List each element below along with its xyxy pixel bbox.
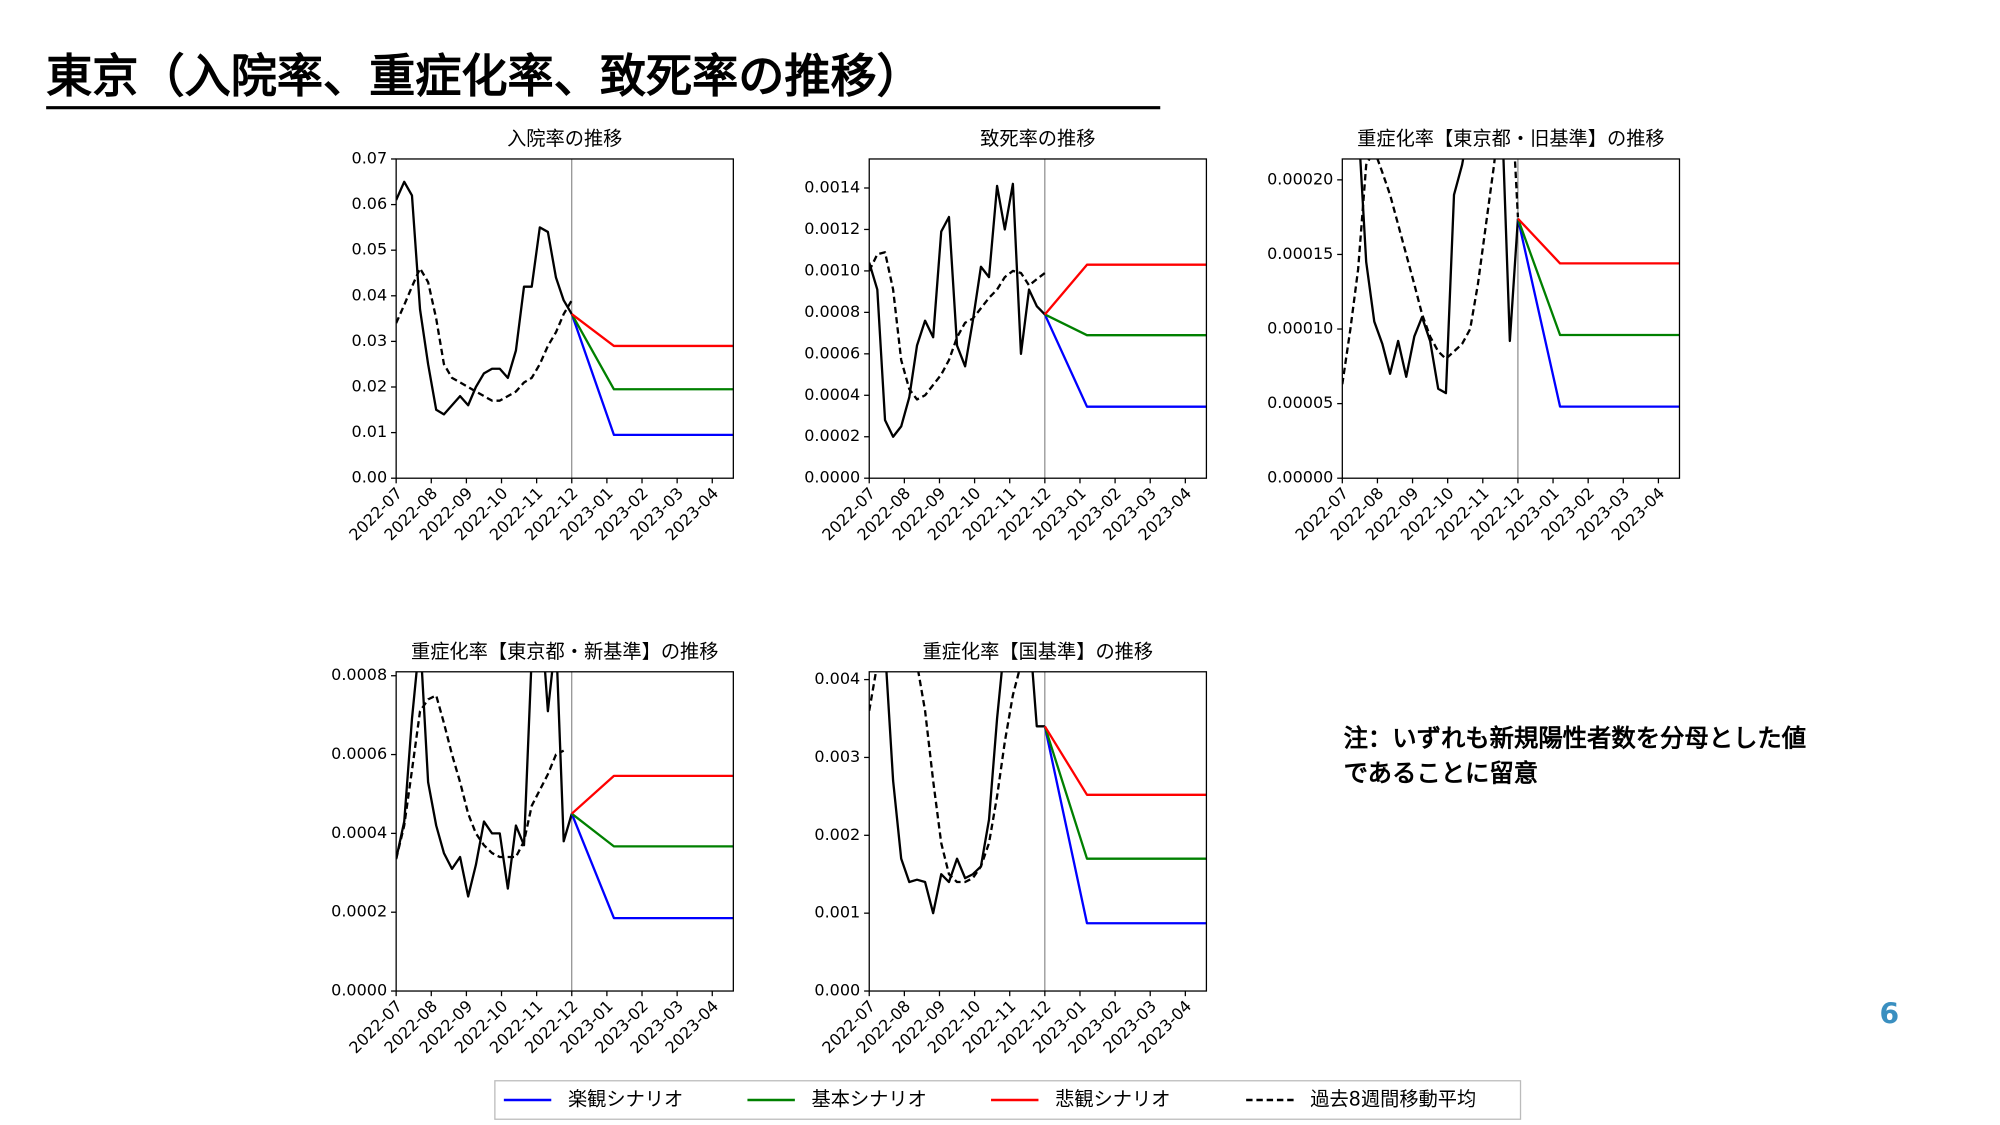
series-line	[396, 267, 573, 402]
y-tick-label: 0.0014	[804, 177, 860, 196]
y-tick-label: 0.06	[352, 194, 388, 213]
chart-title: 重症化率【東京都・旧基準】の推移	[1357, 127, 1665, 150]
y-tick-label: 0.04	[352, 285, 388, 304]
y-tick-label: 0.003	[814, 747, 860, 766]
y-tick-label: 0.0004	[331, 823, 387, 842]
series-line	[869, 671, 1021, 884]
series-line	[571, 313, 734, 348]
legend-label: 悲観シナリオ	[1055, 1087, 1170, 1110]
chart-panel: 重症化率【東京都・新基準】の推移 0.0000 0.0002 0.0004 0.0006…	[331, 640, 734, 1057]
y-tick-label: 0.0002	[331, 902, 387, 921]
chart-title: 入院率の推移	[507, 127, 622, 150]
series-line	[1516, 218, 1680, 337]
y-tick-label: 0.00000	[1267, 468, 1333, 487]
series-line	[396, 671, 573, 898]
series-line	[396, 180, 573, 416]
y-tick-label: 0.03	[352, 331, 388, 350]
note-line: であることに留意	[1344, 758, 1539, 787]
series-line	[1043, 725, 1207, 796]
plot-area	[869, 671, 1207, 992]
plot-frame	[395, 671, 734, 992]
y-tick-label: 0.0006	[804, 343, 860, 362]
note-line: 注：いずれも新規陽性者数を分母とした値	[1344, 724, 1807, 753]
series-line	[869, 182, 1046, 438]
page-number: 6	[1879, 997, 1899, 1030]
legend: 楽観シナリオ 基本シナリオ 悲観シナリオ 過去8週間移動平均	[503, 1087, 1476, 1110]
y-tick-label: 0.00	[352, 468, 388, 487]
chart-title: 重症化率【東京都・新基準】の推移	[411, 640, 719, 663]
legend-label: 過去8週間移動平均	[1310, 1087, 1476, 1110]
y-tick-label: 0.00020	[1267, 169, 1333, 188]
plot-frame	[395, 158, 734, 479]
y-tick-label: 0.0004	[804, 385, 860, 404]
y-tick-label: 0.0010	[804, 260, 860, 279]
legend-label: 基本シナリオ	[812, 1087, 927, 1110]
y-tick-label: 0.07	[352, 148, 388, 167]
series-line	[570, 313, 734, 437]
y-tick-label: 0.00010	[1267, 319, 1333, 338]
y-tick-label: 0.001	[814, 903, 860, 922]
y-tick-label: 0.0008	[331, 665, 387, 684]
series-line	[570, 813, 734, 920]
chart-title: 重症化率【国基準】の推移	[923, 640, 1154, 663]
chart-title: 致死率の推移	[980, 127, 1095, 150]
series-line	[571, 812, 734, 848]
y-tick-label: 0.02	[352, 376, 388, 395]
series-line	[1516, 218, 1680, 408]
series-line	[1043, 263, 1207, 316]
series-line	[1342, 158, 1520, 385]
y-tick-label: 0.05	[352, 240, 388, 259]
y-tick-label: 0.00005	[1267, 393, 1333, 412]
series-line	[1044, 313, 1207, 337]
y-tick-label: 0.0002	[804, 426, 860, 445]
plot-area	[1342, 158, 1680, 479]
series-line	[1517, 217, 1680, 265]
series-line	[570, 774, 734, 815]
y-tick-label: 0.0006	[331, 744, 387, 763]
series-line	[1043, 313, 1207, 408]
series-line	[396, 694, 565, 860]
plot-area	[396, 158, 734, 479]
series-line	[885, 671, 1045, 915]
y-tick-label: 0.0008	[804, 302, 860, 321]
plot-area	[869, 158, 1207, 479]
chart-panel: 入院率の推移0.000.010.020.030.040.050.060.0720…	[345, 127, 734, 544]
y-tick-label: 0.0000	[331, 981, 387, 1000]
series-line	[570, 313, 734, 391]
legend-label: 楽観シナリオ	[568, 1087, 683, 1110]
y-tick-label: 0.000	[814, 981, 860, 1000]
y-tick-label: 0.004	[814, 669, 860, 688]
y-tick-label: 0.0000	[804, 468, 860, 487]
plot-frame	[868, 158, 1208, 479]
plot-frame	[1341, 158, 1681, 479]
series-line	[1043, 725, 1207, 860]
series-line	[1043, 726, 1207, 925]
plot-frame	[868, 671, 1208, 992]
y-tick-label: 0.01	[352, 422, 388, 441]
y-tick-label: 0.002	[814, 825, 860, 844]
plot-area	[396, 671, 734, 992]
slide-title: 東京（入院率、重症化率、致死率の推移）	[46, 49, 923, 103]
y-tick-label: 0.00015	[1267, 244, 1333, 263]
y-tick-label: 0.0012	[804, 219, 860, 238]
series-line	[1359, 158, 1520, 395]
